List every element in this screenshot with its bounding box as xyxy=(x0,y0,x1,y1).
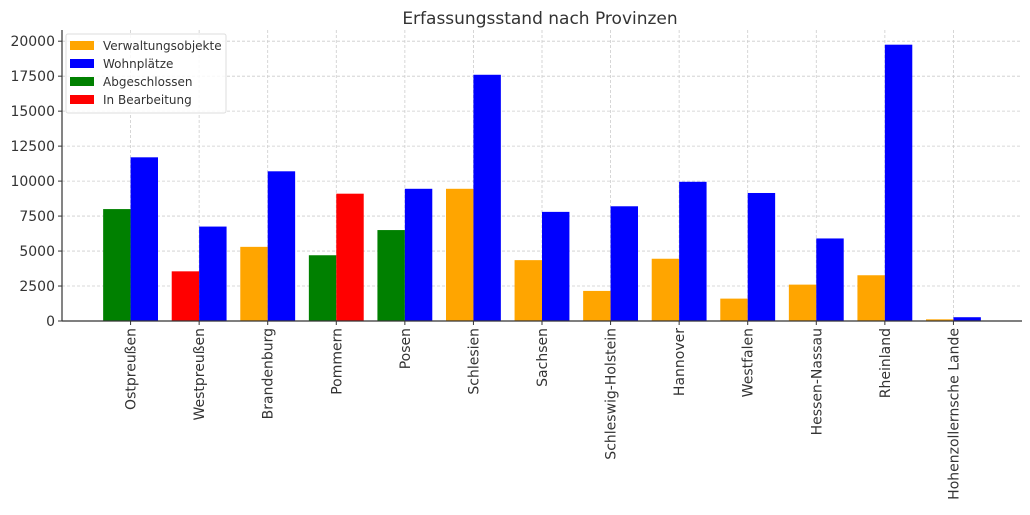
bar-left xyxy=(720,298,748,321)
y-tick-label: 5000 xyxy=(19,244,55,260)
legend-swatch xyxy=(70,95,94,104)
x-tick-label: Hohenzollernsche Lande xyxy=(946,328,962,500)
bar-right xyxy=(404,188,433,321)
bar-right xyxy=(816,238,844,321)
legend-label: In Bearbeitung xyxy=(103,93,192,107)
y-tick-label: 15000 xyxy=(10,104,55,120)
bar-right xyxy=(130,157,158,321)
x-tick-label: Ostpreußen xyxy=(124,328,140,410)
y-tick-label: 7500 xyxy=(19,209,55,225)
bar-left xyxy=(446,188,474,321)
legend: Verwaltungsobjekte Wohnplätze Abgeschlosse… xyxy=(65,33,227,114)
x-tick-label: Brandenburg xyxy=(261,328,277,419)
y-tick-label: 17500 xyxy=(10,69,55,85)
legend-label: Verwaltungsobjekte xyxy=(103,39,222,53)
legend-box xyxy=(65,33,227,114)
x-tick-label: Posen xyxy=(398,328,414,369)
x-tick-label: Sachsen xyxy=(535,328,551,387)
legend-swatch xyxy=(70,41,94,50)
bar-right xyxy=(953,317,981,321)
bar-right xyxy=(679,181,707,321)
bar-left xyxy=(171,271,200,321)
bar-right xyxy=(473,74,501,322)
y-tick-label: 12500 xyxy=(10,139,55,155)
legend-label: Abgeschlossen xyxy=(103,75,192,89)
bar-left xyxy=(514,260,542,321)
legend-label: Wohnplätze xyxy=(103,57,173,71)
legend-swatch xyxy=(70,59,94,68)
bar-left xyxy=(308,255,337,321)
bar-left xyxy=(857,275,885,321)
bar-right xyxy=(336,193,364,321)
bar-right xyxy=(199,226,227,321)
x-tick-label: Pommern xyxy=(329,328,345,395)
bar-right xyxy=(267,171,296,321)
x-tick-label: Rheinland xyxy=(878,328,894,398)
x-tick-label: Schlesien xyxy=(466,328,482,395)
x-tick-label: Hannover xyxy=(672,328,688,396)
bar-right xyxy=(542,211,570,321)
y-tick-label: 10000 xyxy=(10,174,55,190)
x-ticks: Ostpreußen Westpreußen Brandenburg Pommern P… xyxy=(124,321,962,500)
y-tick-label: 0 xyxy=(46,314,55,330)
bar-right xyxy=(747,192,776,321)
chart-title: Erfassungsstand nach Provinzen xyxy=(402,9,677,29)
bar-left xyxy=(651,258,680,321)
y-ticks: 0 2500 5000 7500 10000 12500 15000 17500 20000 xyxy=(10,34,62,330)
bar-right xyxy=(884,44,913,321)
y-tick-label: 20000 xyxy=(10,34,55,50)
y-tick-label: 2500 xyxy=(19,279,55,295)
x-tick-label: Westfalen xyxy=(741,328,757,397)
legend-swatch xyxy=(70,77,94,86)
x-tick-label: Westpreußen xyxy=(192,328,208,421)
bar-left xyxy=(583,290,611,321)
bar-right xyxy=(610,206,638,321)
bar-left xyxy=(240,246,268,321)
bar-left xyxy=(926,319,954,321)
bar-left xyxy=(103,209,131,321)
x-tick-label: Schleswig-Holstein xyxy=(604,328,620,460)
bar-left xyxy=(788,284,817,321)
bars xyxy=(103,44,981,322)
x-tick-label: Hessen-Nassau xyxy=(809,328,825,435)
bar-left xyxy=(377,230,405,321)
